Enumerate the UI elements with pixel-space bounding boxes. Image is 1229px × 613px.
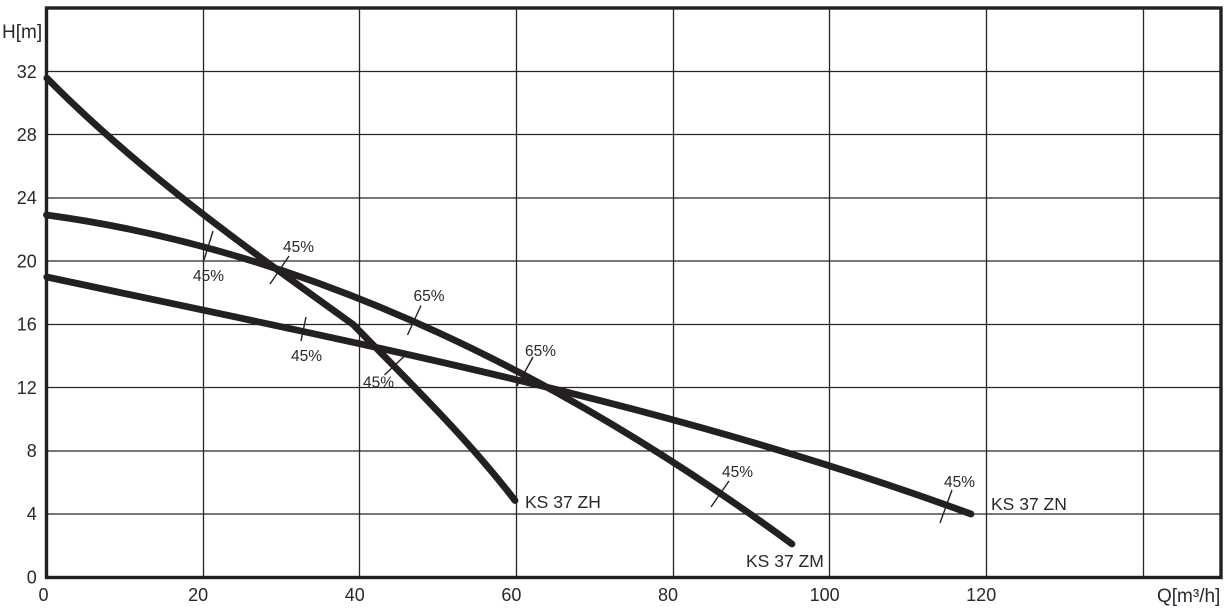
svg-text:24: 24 xyxy=(17,188,37,208)
svg-text:40: 40 xyxy=(345,585,365,605)
svg-text:16: 16 xyxy=(17,315,37,335)
svg-text:8: 8 xyxy=(27,441,37,461)
svg-text:45%: 45% xyxy=(944,474,975,491)
svg-text:KS 37 ZM: KS 37 ZM xyxy=(746,551,824,571)
svg-text:0: 0 xyxy=(27,567,37,587)
svg-text:80: 80 xyxy=(658,585,678,605)
svg-text:12: 12 xyxy=(17,378,37,398)
svg-text:45%: 45% xyxy=(363,375,394,392)
svg-text:H[m]: H[m] xyxy=(2,22,42,43)
svg-text:32: 32 xyxy=(17,62,37,82)
svg-text:45%: 45% xyxy=(283,239,314,256)
svg-text:KS 37 ZH: KS 37 ZH xyxy=(525,492,601,512)
svg-text:60: 60 xyxy=(501,585,521,605)
svg-text:45%: 45% xyxy=(722,464,753,481)
svg-text:65%: 65% xyxy=(414,288,445,305)
svg-text:20: 20 xyxy=(17,251,37,271)
svg-text:45%: 45% xyxy=(193,268,224,285)
svg-text:100: 100 xyxy=(810,585,840,605)
svg-text:20: 20 xyxy=(188,585,208,605)
svg-text:65%: 65% xyxy=(525,343,556,360)
svg-text:45%: 45% xyxy=(291,348,322,365)
svg-text:KS 37 ZN: KS 37 ZN xyxy=(991,494,1067,514)
svg-text:4: 4 xyxy=(27,504,37,524)
svg-text:120: 120 xyxy=(966,585,996,605)
svg-text:28: 28 xyxy=(17,125,37,145)
svg-text:Q[m³/h]: Q[m³/h] xyxy=(1157,586,1220,607)
svg-text:0: 0 xyxy=(38,585,48,605)
